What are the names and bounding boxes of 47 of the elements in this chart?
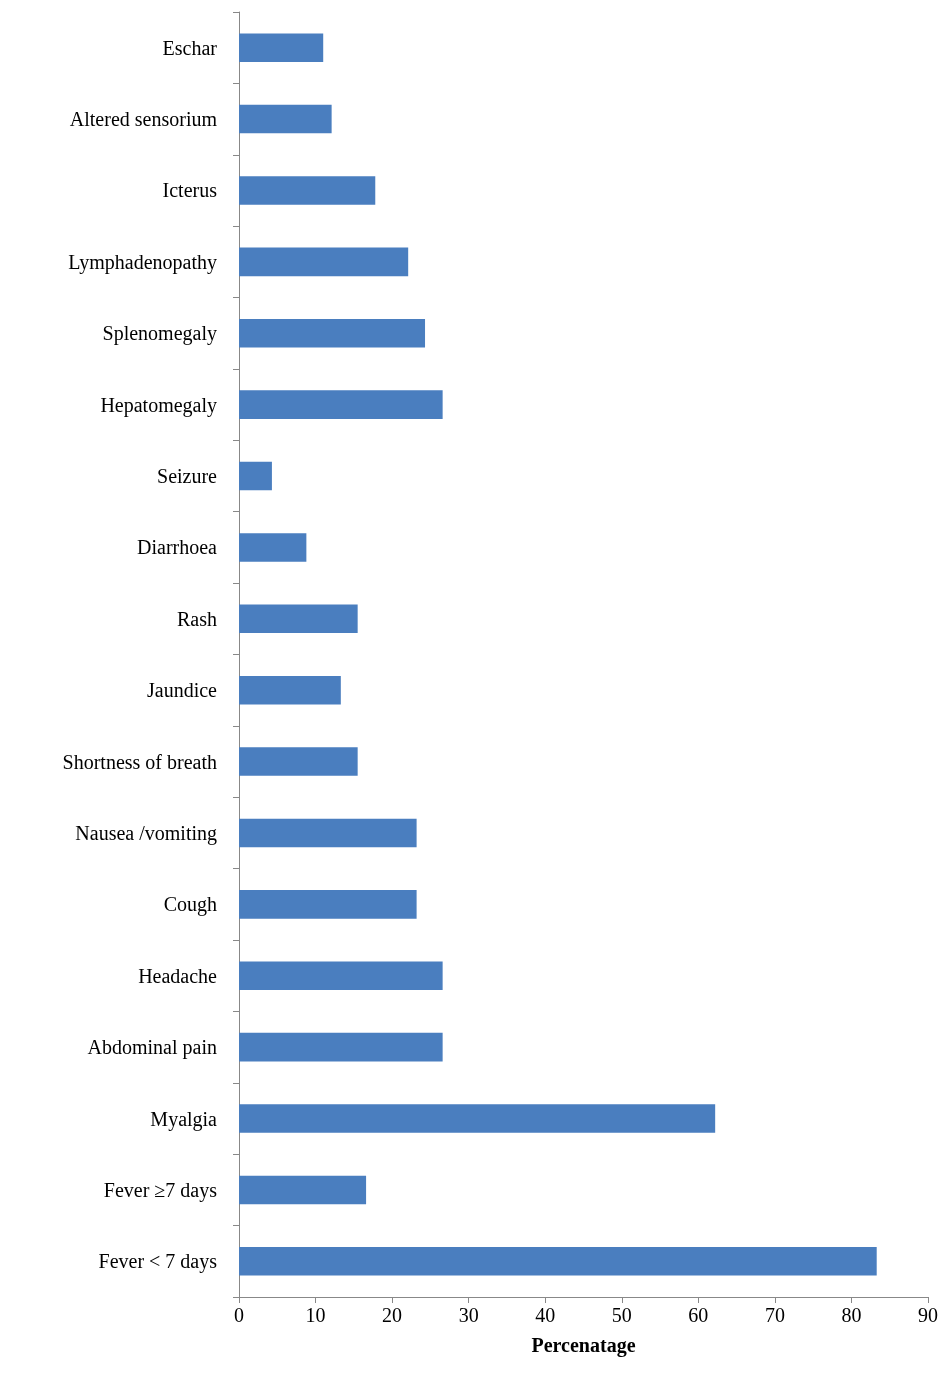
bar [239,1247,877,1276]
y-tick-label: Fever ≥7 days [103,1178,218,1202]
x-axis-title: Percenatage [531,1334,636,1357]
x-tick-label: 10 [305,1304,326,1326]
y-tick-label: Splenomegaly [102,322,217,346]
bar [239,961,443,991]
bar [239,1175,367,1205]
y-tick-label: Hepatomegaly [100,393,217,417]
bar [239,104,332,134]
y-tick-label: Lymphadenopathy [68,250,217,274]
bar [239,318,426,348]
bar [239,1032,443,1062]
y-tick-label: Icterus [162,179,218,202]
x-tick-label: 20 [382,1304,403,1326]
bar [239,747,358,776]
bar [239,33,324,62]
y-tick-label: Cough [163,893,217,917]
bar [239,1104,716,1133]
y-tick-label: Altered sensorium [69,108,218,131]
y-tick-label: Nausea /vomiting [75,821,217,845]
y-tick-label: Shortness of breath [62,750,217,773]
x-tick-label: 30 [458,1304,479,1326]
x-tick-label: 70 [764,1304,785,1326]
y-tick-label: Myalgia [150,1107,218,1131]
x-tick-label: 60 [688,1304,709,1326]
x-tick-label: 0 [234,1304,244,1326]
y-tick-label: Seizure [157,465,218,488]
y-tick-label: Rash [177,607,217,630]
y-tick-label: Jaundice [147,679,218,702]
y-tick-label: Abdominal pain [87,1036,217,1060]
x-tick-label: 50 [611,1304,632,1326]
bar [239,818,417,848]
bar [239,461,272,491]
bar [239,890,417,919]
x-tick-label: 40 [535,1304,556,1326]
bar [239,390,443,419]
bar [239,247,409,277]
x-tick-label: 90 [918,1304,938,1326]
y-tick-label: Eschar [162,36,218,59]
bar [239,176,376,205]
x-tick-label: 80 [841,1304,862,1326]
y-tick-label: Diarrhoea [137,536,218,559]
bar [239,675,341,705]
y-tick-label: Fever < 7 days [98,1250,218,1274]
bar [239,533,307,562]
y-tick-label: Headache [138,964,218,987]
bar [239,604,358,634]
